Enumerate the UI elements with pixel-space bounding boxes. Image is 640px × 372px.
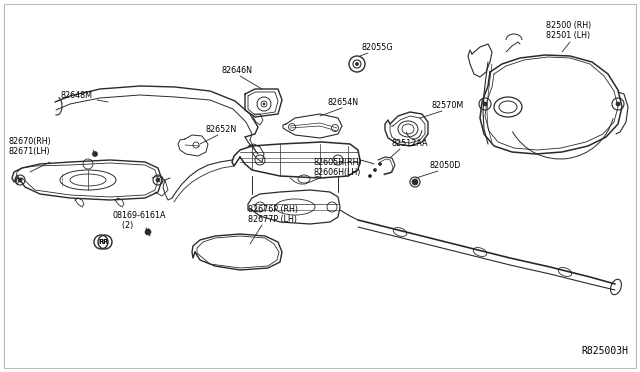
Circle shape (483, 102, 487, 106)
Circle shape (378, 163, 381, 166)
Circle shape (355, 62, 358, 65)
Circle shape (156, 178, 160, 182)
Text: 82648M: 82648M (60, 91, 92, 100)
Text: R: R (99, 239, 104, 245)
Circle shape (616, 102, 620, 106)
Text: 82654N: 82654N (328, 98, 359, 107)
Text: 82512AA: 82512AA (392, 139, 429, 148)
Circle shape (374, 169, 376, 171)
Circle shape (93, 151, 97, 157)
Text: 82605H(RH)
82606H(LH): 82605H(RH) 82606H(LH) (314, 158, 363, 177)
Text: 82570M: 82570M (432, 101, 464, 110)
Circle shape (412, 179, 418, 185)
Text: 82646N: 82646N (222, 66, 253, 75)
Text: R: R (102, 239, 108, 245)
Circle shape (369, 174, 371, 177)
Circle shape (145, 229, 151, 235)
Text: 82050D: 82050D (430, 161, 461, 170)
Text: 82670(RH)
82671(LH): 82670(RH) 82671(LH) (8, 137, 51, 156)
Text: R825003H: R825003H (581, 346, 628, 356)
Circle shape (263, 103, 265, 105)
Text: 08169-6161A
    (2): 08169-6161A (2) (112, 211, 166, 230)
Circle shape (18, 178, 22, 182)
Text: 82676P (RH)
82677P (LH): 82676P (RH) 82677P (LH) (248, 205, 298, 224)
Text: 82055G: 82055G (362, 43, 394, 52)
Text: 82500 (RH)
82501 (LH): 82500 (RH) 82501 (LH) (546, 20, 591, 40)
Text: 82652N: 82652N (206, 125, 237, 134)
